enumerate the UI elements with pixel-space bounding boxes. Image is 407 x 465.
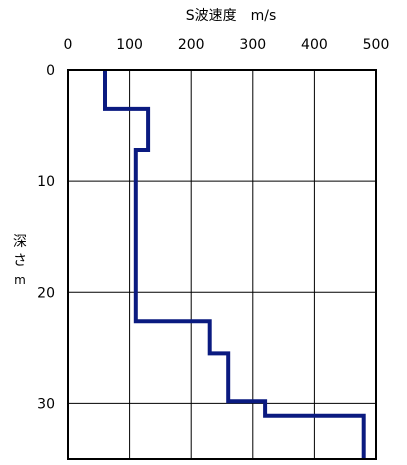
plot-frame: [67, 69, 377, 460]
y-axis-title-char: さ: [13, 253, 27, 269]
x-tick-label: 0: [64, 37, 73, 53]
series-layer: [103, 70, 366, 459]
x-tick-labels: 0 100 200 300 400 500: [64, 37, 390, 53]
y-tick-label: 20: [37, 285, 55, 301]
x-axis-title: S波速度 m/s: [186, 8, 277, 24]
y-tick-label: 30: [37, 396, 55, 412]
x-tick-label: 500: [363, 37, 390, 53]
y-axis-title-char: 深: [13, 234, 27, 250]
y-axis-title-char: m: [14, 273, 26, 287]
y-tick-labels: 0 10 20 30: [37, 63, 55, 412]
x-tick-label: 100: [116, 37, 143, 53]
x-tick-label: 300: [239, 37, 266, 53]
x-tick-label: 200: [178, 37, 205, 53]
velocity-profile-line: [103, 70, 366, 459]
grid-lines: [68, 70, 376, 459]
y-axis-title: 深さm: [13, 234, 27, 287]
y-tick-label: 0: [46, 63, 55, 79]
x-tick-label: 400: [301, 37, 328, 53]
y-tick-label: 10: [37, 174, 55, 190]
